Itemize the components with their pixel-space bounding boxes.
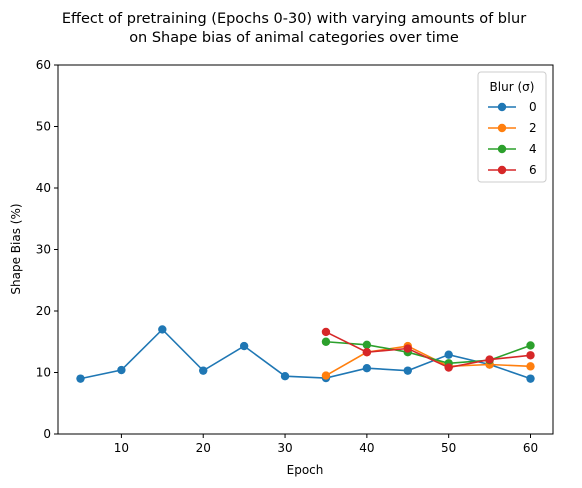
y-tick-label: 50	[36, 120, 51, 134]
x-tick-label: 10	[114, 441, 129, 455]
x-tick-label: 40	[359, 441, 374, 455]
legend-swatch-marker	[497, 102, 507, 112]
data-point-0	[158, 325, 167, 334]
legend-label: 6	[529, 163, 537, 177]
y-axis: 0 10 20 30 40 50 60	[36, 58, 58, 441]
legend-label: 2	[529, 121, 537, 135]
data-point-2	[526, 362, 535, 371]
x-tick-label: 50	[441, 441, 456, 455]
y-tick-label: 10	[36, 366, 51, 380]
y-tick-label: 30	[36, 243, 51, 257]
series-line-0	[80, 328, 531, 380]
legend-item-2: 2	[488, 121, 537, 135]
data-point-6	[403, 344, 412, 353]
series-line-2	[325, 345, 531, 377]
series-0	[76, 325, 535, 383]
legend-label: 4	[529, 142, 537, 156]
series-layer	[76, 325, 535, 383]
x-tick-label: 60	[523, 441, 538, 455]
series-line-6	[325, 331, 531, 369]
data-point-0	[403, 366, 412, 375]
x-axis-label: Epoch	[287, 463, 324, 477]
x-tick-label: 20	[196, 441, 211, 455]
y-axis-label: Shape Bias (%)	[9, 203, 23, 294]
y-tick-label: 60	[36, 58, 51, 72]
legend-label: 0	[529, 100, 537, 114]
legend-items: 0 2 4 6	[488, 100, 537, 177]
data-point-6	[362, 348, 372, 357]
y-tick-label: 20	[36, 304, 51, 318]
data-point-0	[362, 363, 372, 373]
y-tick-label: 0	[43, 427, 51, 441]
chart-title-line1: Effect of pretraining (Epochs 0-30) with…	[62, 11, 526, 27]
legend: Blur (σ) 0 2 4 6	[477, 71, 547, 183]
series-6	[321, 327, 535, 372]
data-point-6	[444, 363, 453, 372]
legend-item-6: 6	[488, 163, 537, 177]
data-point-0	[199, 366, 208, 375]
series-line-4	[325, 340, 531, 365]
x-tick-label: 30	[277, 441, 292, 455]
data-point-0	[444, 350, 453, 359]
data-point-4	[526, 341, 535, 350]
legend-item-4: 4	[488, 142, 537, 156]
data-point-0	[239, 341, 249, 351]
legend-item-0: 0	[488, 100, 537, 114]
data-point-6	[526, 351, 535, 360]
data-point-0	[76, 374, 85, 383]
x-axis: 10 20 30 40 50 60	[114, 434, 538, 455]
data-point-4	[321, 337, 331, 346]
series-2	[321, 341, 535, 380]
data-point-0	[117, 365, 126, 375]
chart-title-line2: on Shape bias of animal categories over …	[129, 30, 459, 46]
y-tick-label: 40	[36, 181, 51, 195]
data-point-0	[526, 374, 535, 383]
legend-swatch-marker	[497, 165, 507, 175]
data-point-6	[485, 355, 494, 364]
data-point-6	[321, 327, 331, 337]
legend-box	[477, 71, 547, 183]
legend-swatch-marker	[497, 144, 507, 154]
data-point-0	[280, 371, 290, 381]
data-point-4	[362, 340, 372, 350]
data-point-2	[321, 371, 331, 380]
legend-swatch-marker	[497, 123, 507, 133]
legend-title: Blur (σ)	[490, 80, 535, 94]
